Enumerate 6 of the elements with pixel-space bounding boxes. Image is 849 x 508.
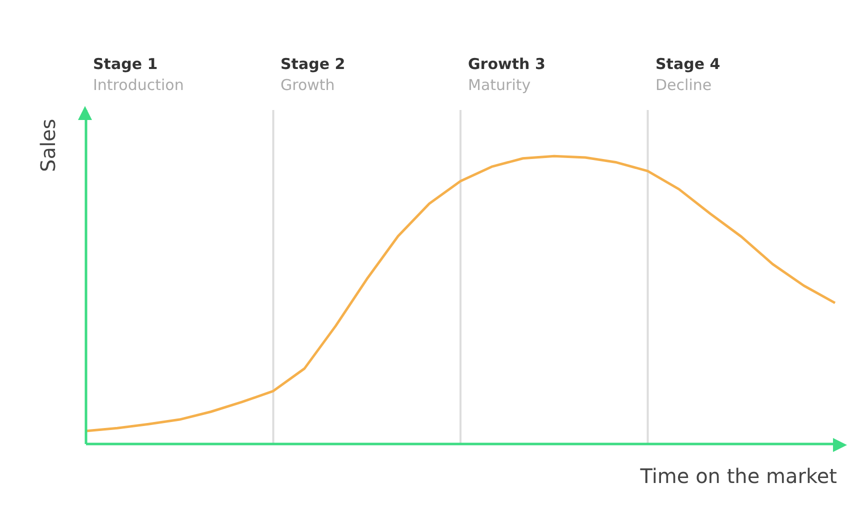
text: Stage 1 Introduction xyxy=(93,54,184,96)
text: Growth 3 Maturity xyxy=(468,54,546,96)
text: Stage 4 Decline xyxy=(656,54,720,96)
y-axis-title: Sales xyxy=(36,118,60,172)
text: Stage 2 Growth xyxy=(280,54,346,96)
x-axis-title: Time on the market xyxy=(640,464,837,488)
